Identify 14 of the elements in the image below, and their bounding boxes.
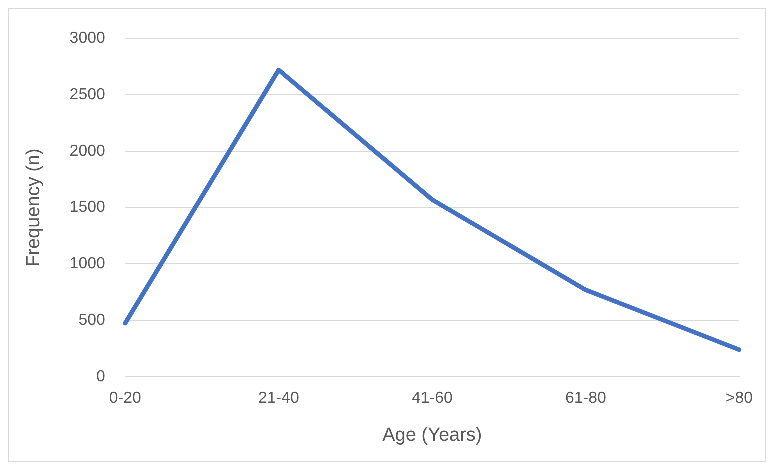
y-tick-label: 500 [78,312,106,330]
y-tick-label: 2000 [70,142,106,160]
x-axis-title: Age (Years) [382,424,482,446]
y-tick-label: 3000 [70,30,106,48]
y-tick-label: 2500 [70,86,106,104]
y-tick-label: 1500 [70,199,106,216]
x-tick-label: 61-80 [565,390,606,408]
y-tick-label: 1000 [70,256,106,273]
x-tick-label: >80 [726,390,754,408]
x-tick-label: 21-40 [258,390,300,408]
y-tick-label: 0 [96,368,106,386]
x-tick-label: 0-20 [109,390,142,408]
y-axis-title: Frequency (n) [24,148,45,267]
x-tick-label: 41-60 [412,390,453,408]
